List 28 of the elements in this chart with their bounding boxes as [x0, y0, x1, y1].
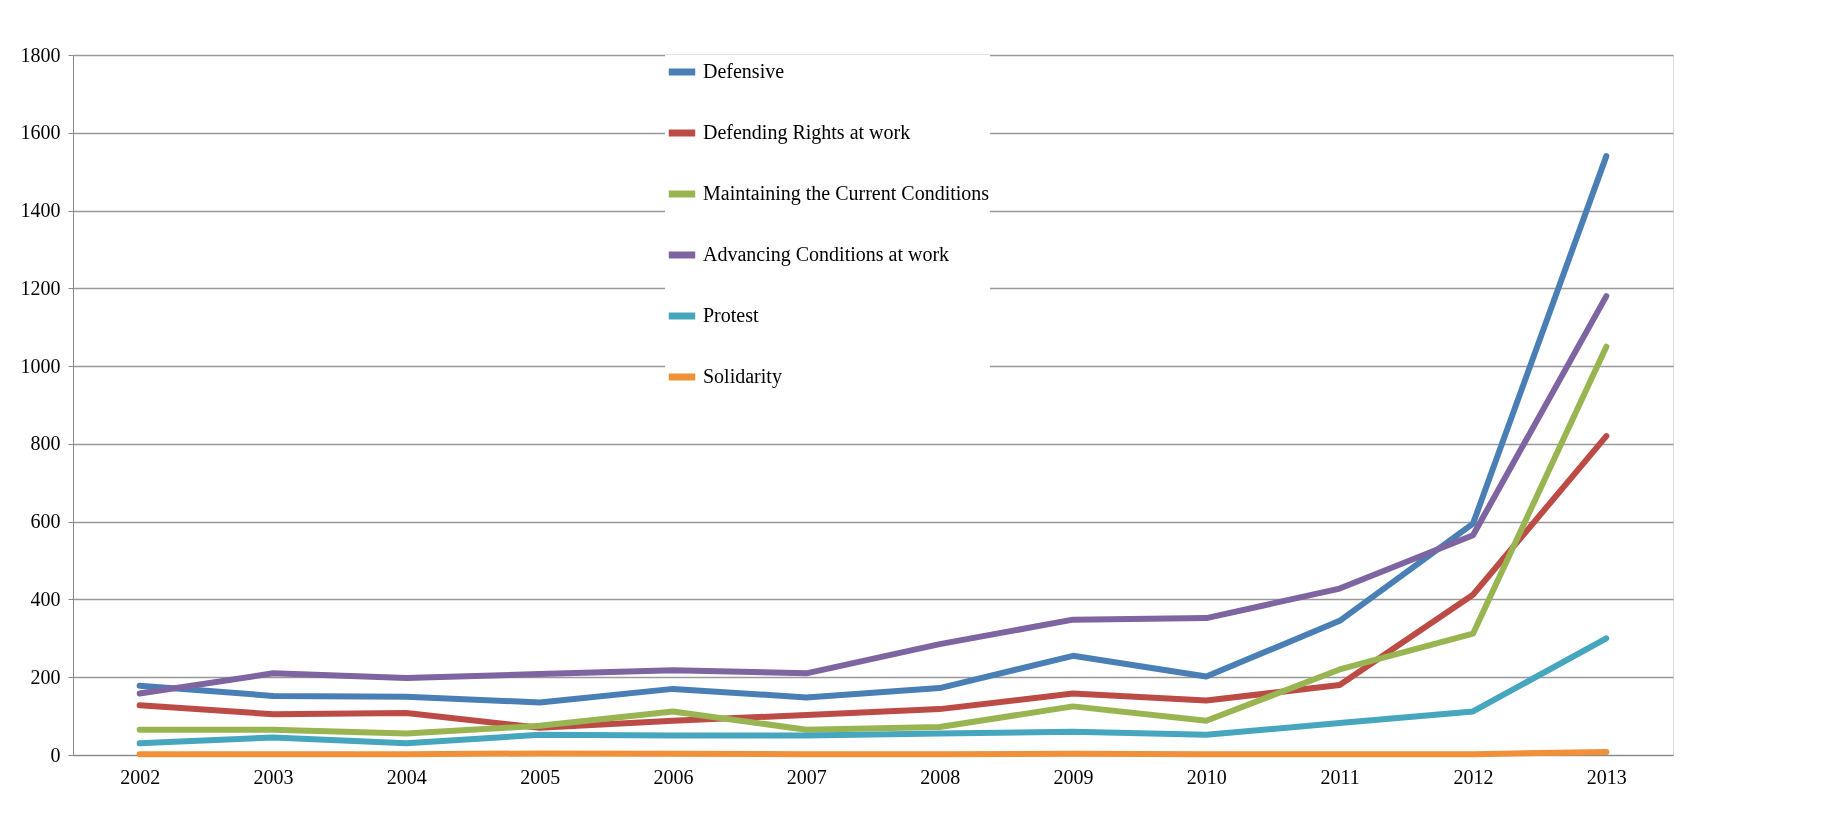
legend-label: Defending Rights at work — [703, 121, 911, 144]
x-tick-label: 2006 — [653, 765, 694, 788]
x-tick-label: 2011 — [1320, 765, 1360, 788]
x-tick-label: 2012 — [1453, 765, 1494, 788]
x-tick-label: 2003 — [253, 765, 294, 788]
x-tick-label: 2005 — [520, 765, 561, 788]
x-tick-label: 2013 — [1586, 765, 1627, 788]
legend-label: Protest — [703, 304, 759, 326]
x-tick-label: 2009 — [1053, 765, 1094, 788]
legend-label: Solidarity — [703, 365, 782, 388]
y-tick-label: 1400 — [20, 199, 61, 222]
y-tick-label: 200 — [30, 665, 61, 688]
y-tick-label: 600 — [30, 510, 61, 533]
y-tick-label: 0 — [50, 743, 61, 766]
y-tick-label: 1000 — [20, 354, 61, 377]
y-tick-label: 800 — [30, 432, 61, 455]
x-tick-label: 2007 — [786, 765, 827, 788]
y-tick-label: 400 — [30, 587, 61, 610]
y-tick-label: 1600 — [20, 121, 61, 144]
y-tick-label: 1200 — [20, 276, 61, 299]
legend-label: Maintaining the Current Conditions — [703, 182, 990, 205]
legend-label: Advancing Conditions at work — [703, 243, 950, 266]
x-tick-label: 2010 — [1186, 765, 1227, 788]
x-tick-label: 2004 — [386, 765, 427, 788]
x-tick-label: 2002 — [120, 765, 161, 788]
legend-label: Defensive — [703, 60, 785, 82]
x-tick-label: 2008 — [920, 765, 961, 788]
y-tick-label: 1800 — [20, 43, 61, 66]
